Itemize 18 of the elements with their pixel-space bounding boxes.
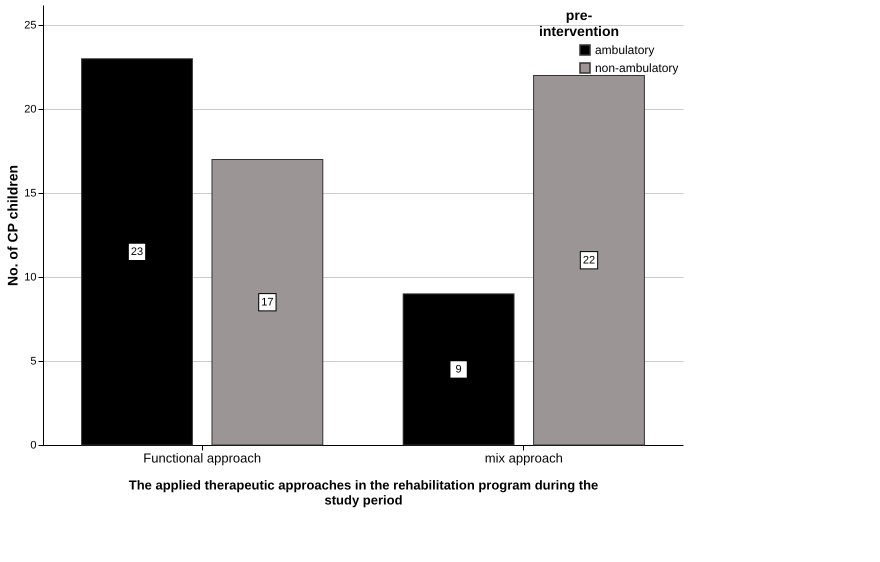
- x-tick-label: Functional approach: [143, 450, 262, 466]
- legend-label: non-ambulatory: [595, 61, 678, 75]
- y-axis-title: No. of CP children: [4, 164, 20, 286]
- data-label: 23: [130, 246, 144, 258]
- bar: [211, 159, 324, 446]
- y-tick-label: 10: [24, 272, 36, 284]
- data-label: 9: [456, 363, 462, 376]
- legend-title: pre-intervention: [538, 7, 620, 39]
- y-tick-label: 25: [24, 20, 36, 32]
- x-axis-title: The applied therapeutic approaches in the rehabilitation program during the study period: [128, 478, 598, 508]
- x-tick-label: mix approach: [484, 450, 563, 466]
- y-tick-label: 5: [30, 356, 36, 368]
- y-tick-label: 15: [24, 188, 36, 200]
- data-label: 22: [582, 254, 596, 266]
- data-label: 17: [261, 296, 274, 308]
- legend-label: ambulatory: [595, 43, 654, 57]
- y-tick-label: 20: [24, 104, 36, 116]
- y-tick-label: 0: [30, 440, 36, 452]
